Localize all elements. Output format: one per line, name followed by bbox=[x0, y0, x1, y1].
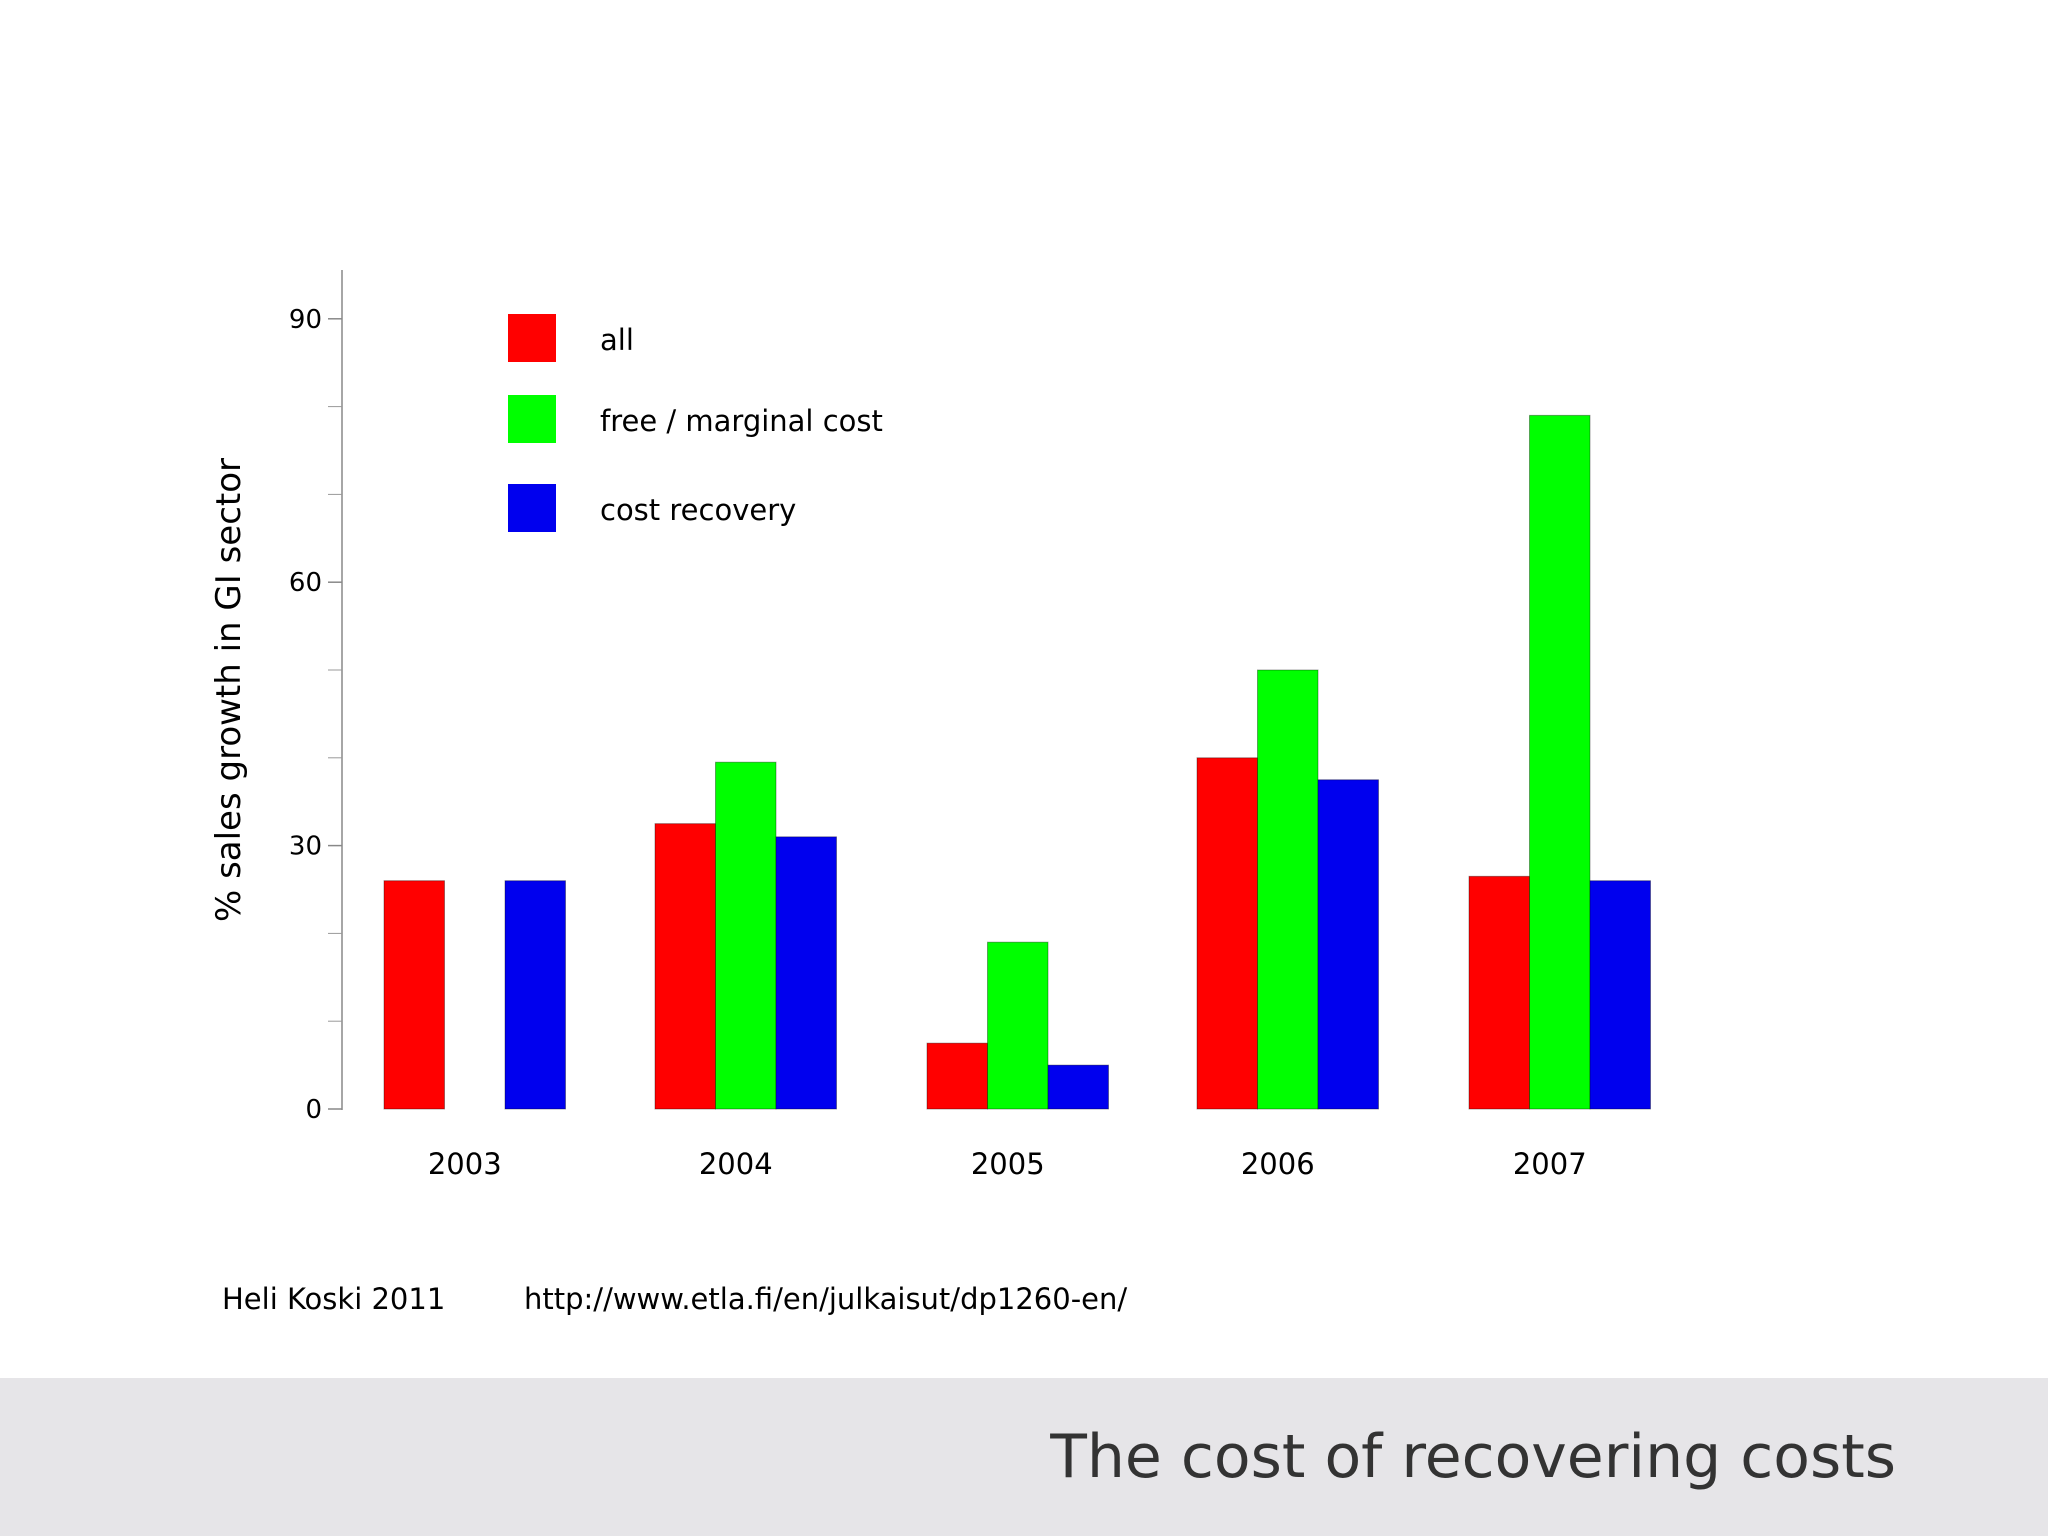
footer-band bbox=[0, 1378, 2048, 1536]
legend-swatch-free-marginal-cost bbox=[508, 395, 556, 443]
legend-swatch-all bbox=[508, 314, 556, 362]
category-labels: 2003 2004 2005 2006 2007 bbox=[428, 1147, 1587, 1181]
source-url[interactable]: http://www.etla.fi/en/julkaisut/dp1260-e… bbox=[524, 1282, 1128, 1316]
bar-2007-cost-recovery bbox=[1589, 880, 1651, 1110]
bar-2003-all bbox=[383, 880, 445, 1110]
bar-2004-cost-recovery bbox=[775, 836, 837, 1110]
legend-swatch-cost-recovery bbox=[508, 484, 556, 532]
slide-title: The cost of recovering costs bbox=[1050, 1422, 1896, 1492]
bar-2004-all bbox=[654, 823, 716, 1110]
bar-2005-free-marginal-cost bbox=[987, 941, 1049, 1110]
bar-2005-cost-recovery bbox=[1047, 1064, 1109, 1110]
bar-chart: 0 30 60 90 2003 2004 2005 2006 2007 % sales gro… bbox=[209, 270, 1651, 1181]
x-tick-label: 2005 bbox=[971, 1147, 1045, 1181]
y-tick-label: 60 bbox=[289, 568, 322, 598]
legend-label-all: all bbox=[600, 323, 634, 357]
bar-2006-free-marginal-cost bbox=[1257, 669, 1319, 1110]
y-ticks: 0 30 60 90 bbox=[289, 305, 342, 1125]
y-axis-label: % sales growth in GI sector bbox=[209, 458, 249, 922]
bar-2004-free-marginal-cost bbox=[715, 761, 777, 1110]
bar-2005-all bbox=[926, 1042, 988, 1110]
x-tick-label: 2006 bbox=[1241, 1147, 1315, 1181]
bar-2006-cost-recovery bbox=[1317, 779, 1379, 1110]
y-tick-label: 90 bbox=[289, 305, 322, 335]
legend-label-free-marginal-cost: free / marginal cost bbox=[600, 404, 883, 438]
x-tick-label: 2007 bbox=[1513, 1147, 1587, 1181]
bar-2006-all bbox=[1196, 757, 1258, 1110]
bar-2007-free-marginal-cost bbox=[1529, 414, 1591, 1110]
x-tick-label: 2004 bbox=[699, 1147, 773, 1181]
legend-label-cost-recovery: cost recovery bbox=[600, 493, 796, 527]
x-tick-label: 2003 bbox=[428, 1147, 502, 1181]
y-tick-label: 30 bbox=[289, 832, 322, 862]
legend: all free / marginal cost cost recovery bbox=[508, 314, 883, 532]
bar-2007-all bbox=[1468, 875, 1530, 1110]
source-author: Heli Koski 2011 bbox=[222, 1282, 446, 1316]
y-tick-label: 0 bbox=[305, 1095, 322, 1125]
bars bbox=[383, 414, 1651, 1110]
bar-2003-cost-recovery bbox=[504, 880, 566, 1110]
